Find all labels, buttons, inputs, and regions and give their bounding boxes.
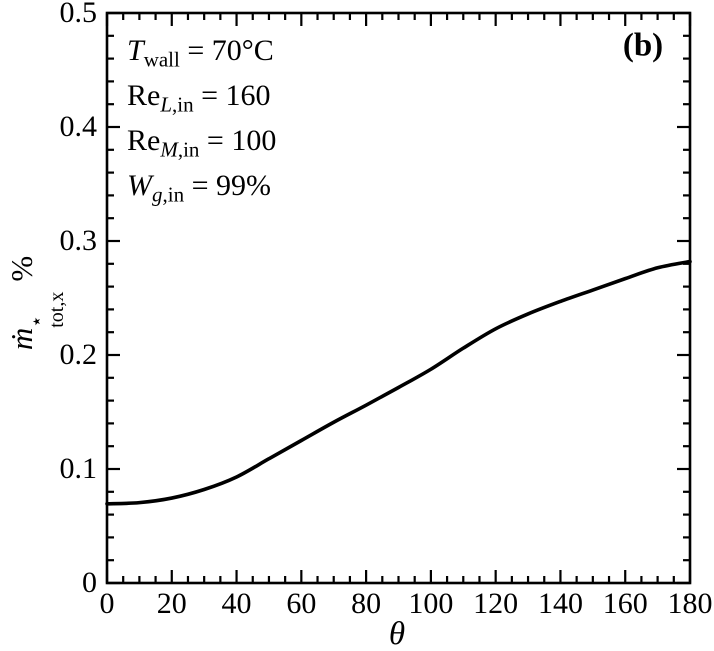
annotation-base-roman: Re — [127, 124, 161, 157]
y-label-symbol: ṁ — [4, 327, 39, 351]
annotation-value: = 100 — [199, 124, 277, 157]
annotation-subscript-roman: ,in — [162, 182, 185, 207]
y-tick-label: 0.2 — [59, 338, 98, 371]
annotation-value: = 70°C — [179, 34, 274, 67]
annotation-subscript: L,in — [160, 92, 193, 116]
annotation-subscript: M,in — [160, 137, 199, 161]
x-tick-label: 140 — [537, 587, 583, 620]
x-axis-label: θ — [388, 616, 406, 651]
annotation-line-re-m: ReM,in = 100 — [127, 118, 276, 163]
annotation-base-italic: W — [127, 169, 152, 202]
y-label-subscript: tot,x — [46, 291, 68, 328]
annotation-base-italic: T — [127, 34, 144, 67]
y-tick-label: 0 — [82, 566, 97, 599]
x-tick-label: 60 — [286, 587, 317, 620]
annotation-subscript: wall — [144, 47, 180, 71]
y-tick-label: 0.3 — [59, 224, 98, 257]
x-tick-label: 20 — [156, 587, 187, 620]
x-tick-label: 160 — [602, 587, 648, 620]
y-tick-label: 0.4 — [59, 110, 98, 143]
annotation-subscript-italic: g — [152, 182, 163, 207]
x-tick-label: 40 — [221, 587, 252, 620]
annotation-value: = 160 — [193, 79, 271, 112]
annotation-subscript-roman: ,in — [177, 137, 200, 162]
y-tick-label: 0.5 — [59, 0, 98, 29]
x-tick-label: 80 — [351, 587, 382, 620]
annotation-line-re-l: ReL,in = 160 — [127, 73, 276, 118]
x-tick-label: 0 — [99, 587, 115, 620]
y-label-superscript: ⋆ — [26, 315, 48, 328]
x-tick-label: 100 — [408, 587, 454, 620]
x-tick-label: 180 — [667, 587, 713, 620]
annotation-value: = 99% — [184, 169, 272, 202]
annotation-subscript-roman: wall — [143, 47, 180, 72]
data-curve — [105, 259, 692, 506]
panel-label: (b) — [622, 27, 664, 64]
y-label-scripts: ⋆ tot,x — [26, 291, 68, 328]
annotation-subscript-italic: M — [160, 137, 178, 162]
annotation-line-twall: Twall = 70°C — [127, 28, 276, 73]
annotation-base-roman: Re — [127, 79, 161, 112]
annotation-subscript-roman: ,in — [172, 92, 194, 117]
annotation-subscript-italic: L — [160, 92, 173, 117]
annotation-block: Twall = 70°C ReL,in = 160 ReM,in = 100 W… — [127, 28, 276, 208]
annotation-subscript: g,in — [152, 182, 184, 206]
y-axis-label: ṁ ⋆ tot,x% — [4, 255, 68, 351]
y-tick-label: 0.1 — [59, 452, 98, 485]
x-tick-label: 120 — [473, 587, 519, 620]
annotation-line-wg: Wg,in = 99% — [127, 163, 276, 208]
y-label-unit: % — [4, 255, 39, 282]
